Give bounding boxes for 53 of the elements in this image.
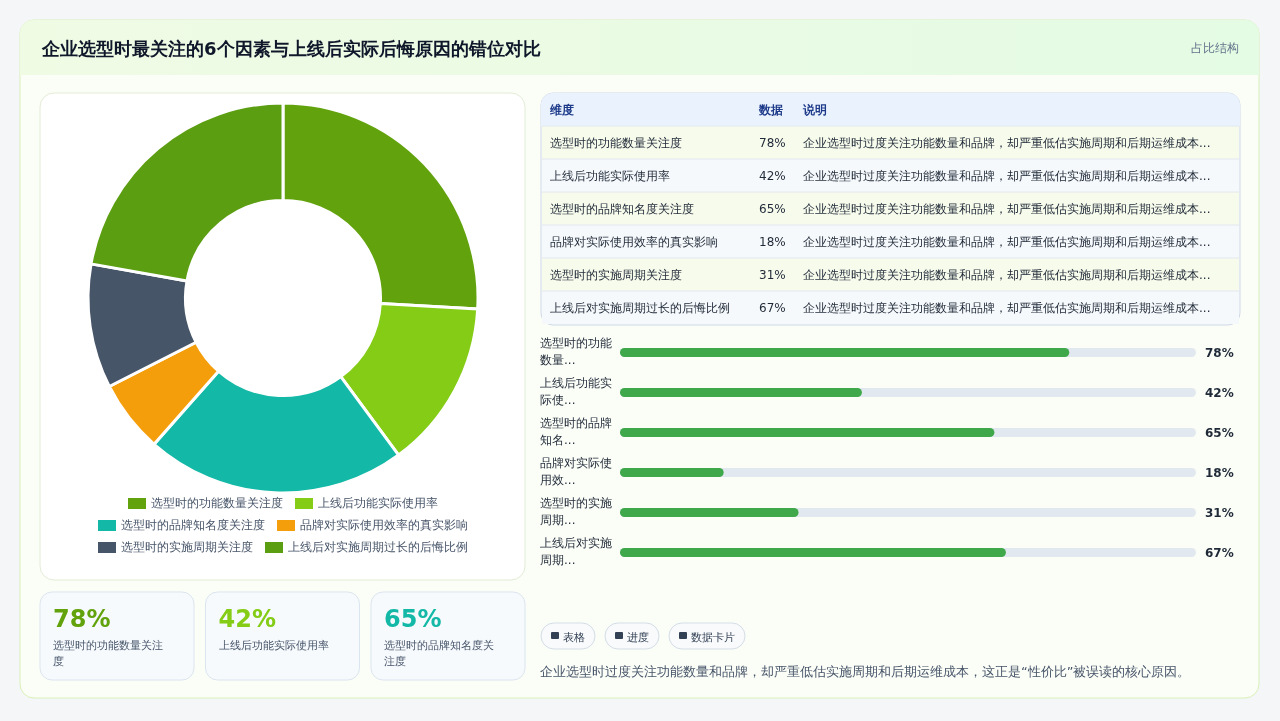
category-label: 品牌对实际使用效... [540,456,612,487]
text: 表格 [563,631,585,644]
category-label: 上线后功能实际使用率 [218,639,329,652]
data-label: 78% [1205,346,1234,360]
legend-label: 选型时的实施周期关注度 [121,540,253,554]
data-label: 78% [53,605,111,633]
category-label: 选型时的品牌知名度关注度 [550,202,694,216]
legend-label: 品牌对实际使用效率的真实影响 [300,518,468,532]
data-label: 31% [759,268,786,282]
data-label: 18% [1205,466,1234,480]
text: 数据 [758,103,783,117]
category-label: 上线后功能实际使... [540,376,612,407]
legend-label: 选型时的功能数量关注度 [151,496,283,510]
data-label: 42% [1205,386,1234,400]
category-label: 上线后对实施周期... [540,536,612,567]
bar [620,468,724,477]
data-label: 65% [759,202,786,216]
data-label: 42% [218,605,276,633]
category-label: 选型时的功能数量... [540,336,612,367]
category-label: 品牌对实际使用效率的真实影响 [550,235,718,249]
text: 说明 [802,103,827,117]
data-label: 65% [384,605,442,633]
text: 企业选型时过度关注功能数量和品牌，却严重低估实施周期和后期运维成本，这正是“性价比”被误读的核心原因。 [540,664,1191,679]
data-label: 67% [759,301,786,315]
category-label: 选型时的实施周期关注度 [550,268,682,282]
data-label: 18% [759,235,786,249]
text: 企业选型时过度关注功能数量和品牌，却严重低估实施周期和后期运维成本... [803,169,1211,183]
text: 企业选型时过度关注功能数量和品牌，却严重低估实施周期和后期运维成本... [803,301,1211,315]
data-label: 31% [1205,506,1234,520]
data-label: 65% [1205,426,1234,440]
text: 占比结构 [1191,41,1239,55]
text: 企业选型时过度关注功能数量和品牌，却严重低估实施周期和后期运维成本... [803,235,1211,249]
legend-label: 上线后对实施周期过长的后悔比例 [288,540,468,554]
category-label: 选型时的品牌知名度关注度 [384,639,494,668]
legend-label: 选型时的品牌知名度关注度 [121,518,265,532]
data-label: 42% [759,169,786,183]
bar [620,508,799,517]
legend-label: 上线后功能实际使用率 [318,496,438,510]
text: 企业选型时最关注的6个因素与上线后实际后悔原因的错位对比 [41,38,541,59]
category-label: 上线后功能实际使用率 [550,169,670,183]
text: 维度 [549,103,574,117]
category-label: 选型时的实施周期... [540,496,612,527]
data-label: 78% [759,136,786,150]
data-label: 67% [1205,546,1234,560]
text: 数据卡片 [691,631,735,644]
text: 企业选型时过度关注功能数量和品牌，却严重低估实施周期和后期运维成本... [803,136,1211,150]
category-label: 选型时的功能数量关注度 [53,639,163,668]
category-label: 上线后对实施周期过长的后悔比例 [550,301,730,315]
category-label: 选型时的品牌知名... [540,416,612,447]
text: 进度 [627,631,649,644]
text: 企业选型时过度关注功能数量和品牌，却严重低估实施周期和后期运维成本... [803,268,1211,282]
category-label: 选型时的功能数量关注度 [550,136,682,150]
text: 企业选型时过度关注功能数量和品牌，却严重低估实施周期和后期运维成本... [803,202,1211,216]
